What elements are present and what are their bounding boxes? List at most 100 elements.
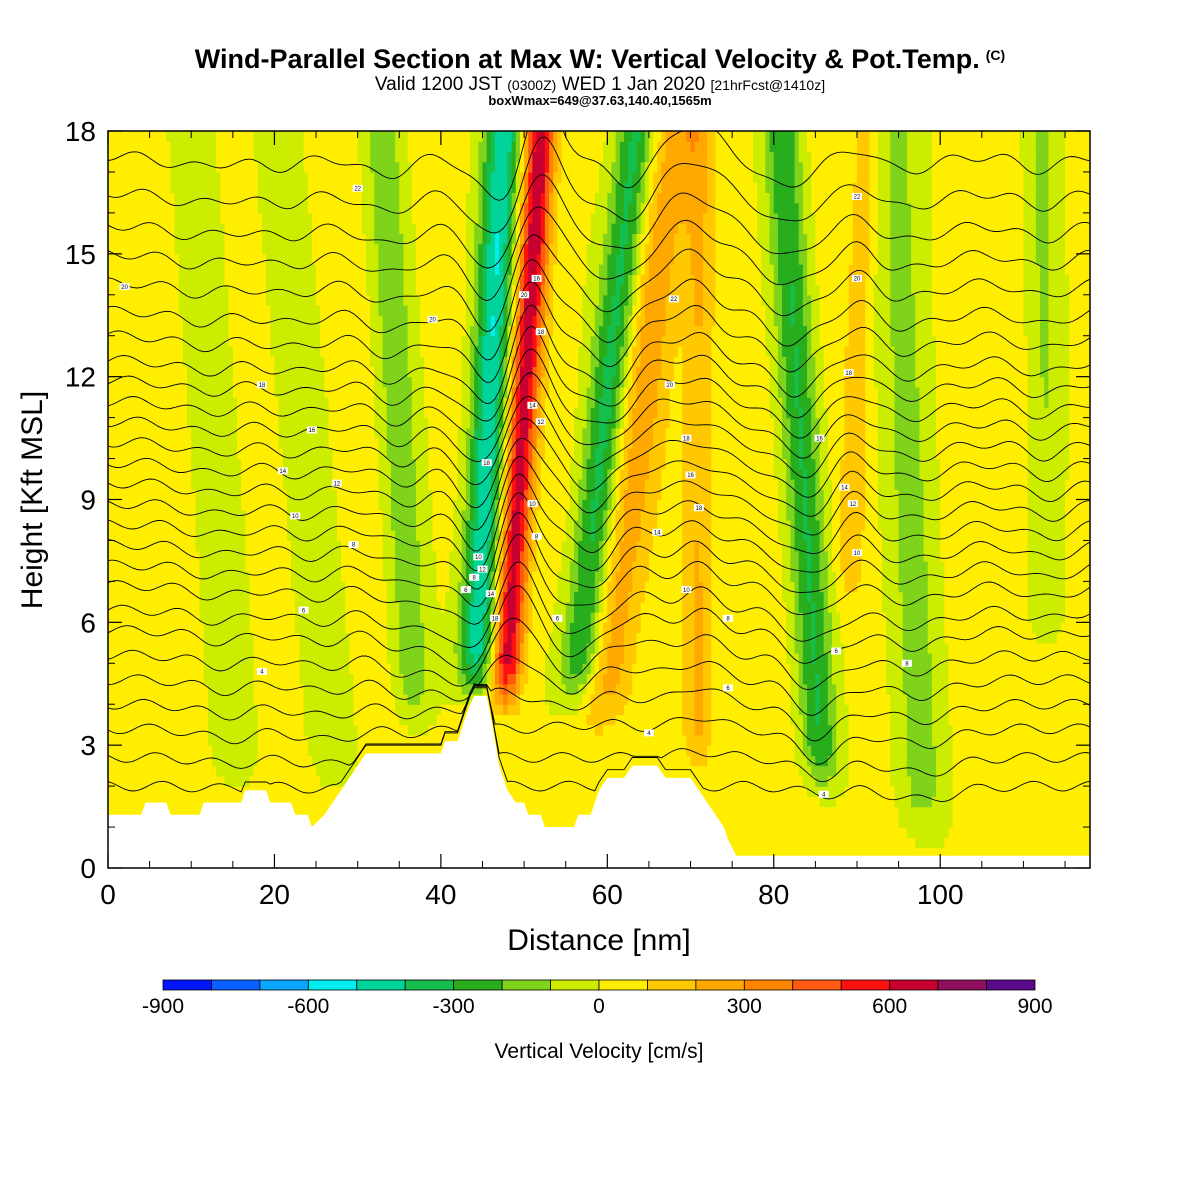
w-cell bbox=[320, 581, 325, 592]
w-cell bbox=[204, 469, 209, 480]
w-cell bbox=[133, 776, 138, 787]
w-cell bbox=[145, 592, 150, 603]
w-cell bbox=[354, 745, 359, 756]
w-cell bbox=[116, 663, 121, 674]
w-cell bbox=[308, 622, 313, 633]
w-cell bbox=[262, 233, 267, 244]
w-cell bbox=[129, 510, 134, 521]
w-cell bbox=[395, 694, 400, 705]
w-cell bbox=[299, 438, 304, 449]
w-cell bbox=[320, 172, 325, 183]
w-cell bbox=[137, 336, 142, 347]
w-cell bbox=[204, 203, 209, 214]
w-cell bbox=[299, 377, 304, 388]
w-cell bbox=[187, 274, 192, 285]
w-cell bbox=[141, 356, 146, 367]
w-cell bbox=[154, 182, 159, 193]
w-cell bbox=[145, 223, 150, 234]
w-cell bbox=[374, 520, 379, 531]
w-cell bbox=[225, 418, 230, 429]
w-cell bbox=[183, 500, 188, 511]
w-cell bbox=[312, 500, 317, 511]
w-cell bbox=[283, 397, 288, 408]
w-cell bbox=[241, 254, 246, 265]
w-cell bbox=[195, 141, 200, 152]
w-cell bbox=[229, 551, 234, 562]
w-cell bbox=[145, 141, 150, 152]
w-cell bbox=[191, 694, 196, 705]
w-cell bbox=[116, 530, 121, 541]
w-cell bbox=[283, 500, 288, 511]
w-cell bbox=[204, 305, 209, 316]
w-cell bbox=[195, 510, 200, 521]
w-cell bbox=[141, 704, 146, 715]
w-cell bbox=[204, 387, 209, 398]
w-cell bbox=[258, 428, 263, 439]
w-cell bbox=[279, 520, 284, 531]
w-cell bbox=[145, 192, 150, 203]
w-cell bbox=[362, 305, 367, 316]
w-cell bbox=[245, 387, 250, 398]
w-cell bbox=[187, 305, 192, 316]
w-cell bbox=[116, 602, 121, 613]
w-cell bbox=[195, 203, 200, 214]
w-cell bbox=[266, 315, 271, 326]
w-cell bbox=[299, 745, 304, 756]
w-cell bbox=[129, 622, 134, 633]
w-cell bbox=[362, 602, 367, 613]
w-cell bbox=[229, 162, 234, 173]
w-cell bbox=[120, 387, 125, 398]
w-cell bbox=[229, 377, 234, 388]
w-cell bbox=[212, 428, 217, 439]
w-cell bbox=[162, 694, 167, 705]
w-cell bbox=[220, 274, 225, 285]
w-cell bbox=[216, 663, 221, 674]
w-cell bbox=[187, 213, 192, 224]
w-cell bbox=[370, 520, 375, 531]
w-cell bbox=[141, 244, 146, 255]
w-cell bbox=[341, 264, 346, 275]
w-cell bbox=[137, 438, 142, 449]
w-cell bbox=[370, 172, 375, 183]
w-cell bbox=[229, 643, 234, 654]
w-cell bbox=[162, 377, 167, 388]
w-cell bbox=[370, 192, 375, 203]
w-cell bbox=[312, 571, 317, 582]
w-cell bbox=[279, 633, 284, 644]
w-cell bbox=[179, 755, 184, 766]
w-cell bbox=[378, 520, 383, 531]
w-cell bbox=[116, 786, 121, 797]
w-cell bbox=[316, 295, 321, 306]
w-cell bbox=[254, 694, 259, 705]
w-cell bbox=[120, 213, 125, 224]
w-cell bbox=[295, 643, 300, 654]
w-cell bbox=[341, 674, 346, 685]
w-cell bbox=[266, 254, 271, 265]
w-cell bbox=[212, 233, 217, 244]
w-cell bbox=[312, 459, 317, 470]
w-cell bbox=[258, 581, 263, 592]
w-cell bbox=[370, 213, 375, 224]
w-cell bbox=[195, 285, 200, 296]
w-cell bbox=[329, 663, 334, 674]
w-cell bbox=[162, 131, 167, 142]
w-cell bbox=[150, 755, 155, 766]
w-cell bbox=[312, 766, 317, 777]
w-cell bbox=[366, 714, 371, 725]
w-cell bbox=[195, 336, 200, 347]
w-cell bbox=[187, 254, 192, 265]
w-cell bbox=[183, 530, 188, 541]
w-cell bbox=[137, 233, 142, 244]
w-cell bbox=[179, 694, 184, 705]
w-cell bbox=[225, 192, 230, 203]
w-cell bbox=[316, 704, 321, 715]
w-cell bbox=[129, 295, 134, 306]
w-cell bbox=[241, 459, 246, 470]
w-cell bbox=[249, 602, 254, 613]
w-cell bbox=[329, 674, 334, 685]
w-cell bbox=[354, 346, 359, 357]
w-cell bbox=[179, 653, 184, 664]
w-cell bbox=[391, 162, 396, 173]
w-cell bbox=[279, 131, 284, 142]
w-cell bbox=[208, 264, 213, 275]
